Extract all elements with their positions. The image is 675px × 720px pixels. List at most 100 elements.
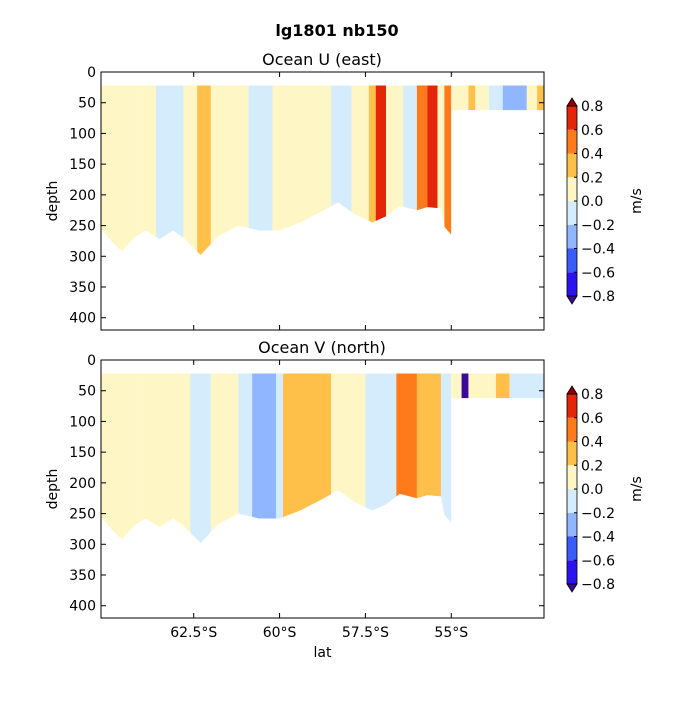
contour-band (365, 373, 397, 544)
contour-band (197, 85, 211, 256)
colorbar-tick-label: 0.4 (581, 147, 603, 163)
y-tick-label: 400 (69, 599, 96, 615)
x-tick-label: 62.5°S (170, 625, 217, 641)
colorbar-swatch (567, 512, 577, 537)
x-tick-label: 60°S (263, 625, 297, 641)
contour-band (416, 373, 441, 544)
colorbar-tick-label: −0.4 (581, 242, 615, 258)
deep-section-fill (101, 85, 452, 256)
colorbar-swatch (567, 441, 577, 466)
shallow-contour-band (451, 373, 462, 399)
colorbar-tick-label: 0.8 (581, 387, 603, 403)
colorbar-tick-label: −0.2 (581, 218, 615, 234)
colorbar-tick-label: 0.4 (581, 435, 603, 451)
contour-band (283, 373, 332, 544)
contour-band (190, 373, 211, 544)
contour-band (101, 373, 139, 544)
contour-band (440, 373, 452, 544)
colorbar-tick-label: −0.4 (581, 530, 615, 546)
y-tick-label: 0 (87, 353, 96, 369)
contour-band (386, 85, 404, 256)
colorbar-swatch (567, 560, 577, 584)
contour-band (155, 373, 191, 544)
contour-band (101, 85, 139, 256)
contour-band (368, 85, 376, 256)
colorbar-swatch (567, 129, 577, 154)
colorbar-swatch (567, 106, 577, 130)
contour-band (252, 373, 277, 544)
contour-band (331, 85, 352, 256)
deep-section-fill (101, 373, 452, 544)
shallow-contour-band (509, 373, 544, 399)
contour-band (272, 85, 308, 256)
colorbar-u: 0.8 0.6 0.4 0.2 0.0 −0.2 −0.4 −0.6 −0.8 (566, 97, 615, 305)
colorbar-extend-top (566, 97, 578, 107)
shallow-contour-band (468, 373, 496, 399)
x-tick-label: 55°S (434, 625, 468, 641)
colorbar-extend-top (566, 385, 578, 395)
colorbar-label-u: m/s (629, 188, 645, 214)
colorbar-extend-bottom (566, 583, 578, 593)
colorbar-tick-label: 0.2 (581, 458, 603, 474)
shallow-contour-band (468, 85, 476, 111)
y-tick-label: 100 (69, 126, 96, 142)
y-tick-label: 200 (69, 476, 96, 492)
shallow-contour-band (495, 373, 510, 399)
shallow-contour-band (537, 85, 544, 111)
shallow-contour-band (502, 85, 527, 111)
colorbar-tick-label: 0.6 (581, 411, 603, 427)
panel-title-ocean-u: Ocean U (east) (262, 50, 382, 69)
shallow-contour-band (489, 85, 503, 111)
shallow-contour-band (451, 85, 469, 111)
contour-band (351, 85, 369, 256)
colorbar-label-v: m/s (629, 476, 645, 502)
figure-title: lg1801 nb150 (275, 21, 398, 40)
colorbar-swatch (567, 489, 577, 513)
colorbar-swatch (567, 201, 577, 225)
colorbar-tick-label: 0.0 (581, 194, 603, 210)
shallow-contour-band (526, 85, 538, 111)
contour-band (307, 85, 332, 256)
contour-band (238, 373, 253, 544)
colorbar-swatch (567, 153, 577, 178)
colorbar-swatch (567, 177, 577, 201)
colorbar-swatch (567, 224, 577, 249)
colorbar-tick-label: 0.0 (581, 482, 603, 498)
colorbar-swatch (567, 536, 577, 561)
y-tick-label: 300 (69, 537, 96, 553)
contour-band (403, 85, 417, 256)
contour-band (138, 373, 156, 544)
contour-band (276, 373, 284, 544)
colorbar-tick-label: −0.6 (581, 265, 615, 281)
y-tick-label: 400 (69, 311, 96, 327)
y-tick-label: 50 (78, 384, 96, 400)
colorbar-tick-label: −0.8 (581, 289, 615, 305)
contour-band (331, 373, 366, 544)
colorbar-tick-label: −0.2 (581, 506, 615, 522)
colorbar-swatch (567, 248, 577, 273)
colorbar-swatch (567, 394, 577, 418)
y-tick-label: 250 (69, 507, 96, 523)
contour-band (396, 373, 417, 544)
contour-band (183, 85, 198, 256)
y-tick-label: 300 (69, 249, 96, 265)
y-tick-label: 50 (78, 96, 96, 112)
y-tick-label: 100 (69, 414, 96, 430)
contour-band (416, 85, 428, 256)
contour-band (427, 85, 438, 256)
colorbar-swatch (567, 272, 577, 296)
y-tick-label: 200 (69, 188, 96, 204)
panel-title-ocean-v: Ocean V (north) (258, 338, 386, 357)
contour-band (155, 85, 184, 256)
x-tick-label: 57.5°S (342, 625, 389, 641)
contour-band (138, 85, 156, 256)
colorbar-v: 0.8 0.6 0.4 0.2 0.0 −0.2 −0.4 −0.6 −0.8 (566, 385, 615, 593)
contour-band (210, 373, 239, 544)
axes-frame-u (100, 71, 545, 331)
y-axis-label-u: depth (45, 181, 61, 222)
colorbar-tick-label: 0.8 (581, 99, 603, 115)
axes-frame-v (100, 359, 545, 619)
colorbar-extend-bottom (566, 295, 578, 305)
contour-band (248, 85, 273, 256)
